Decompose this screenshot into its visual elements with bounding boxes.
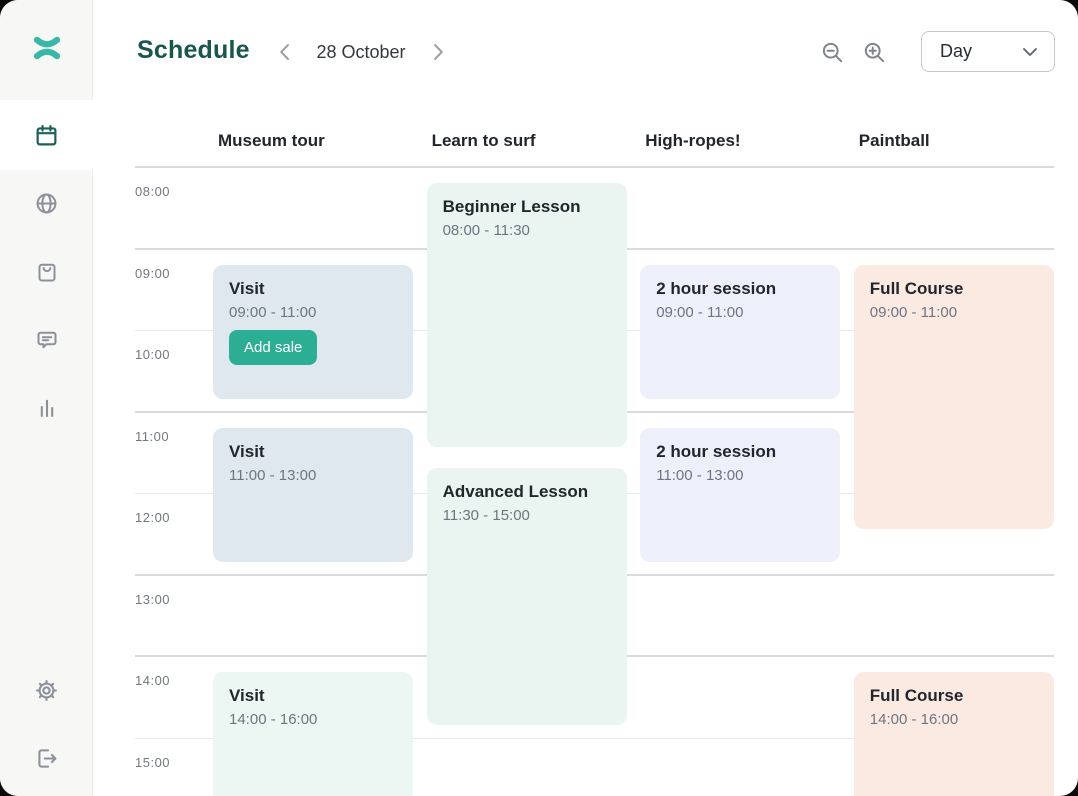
event-time: 14:00 - 16:00 — [869, 711, 959, 728]
event-title: Visit — [229, 278, 265, 298]
event-title: Visit — [229, 686, 265, 705]
magnifier-plus-icon — [862, 40, 888, 65]
brand-logo-icon — [0, 33, 93, 63]
gridline — [135, 737, 1054, 739]
zoom-in-button[interactable] — [862, 39, 888, 65]
event-time: 11:00 - 13:00 — [229, 466, 317, 484]
event-time: 09:00 - 11:00 — [656, 303, 744, 321]
column-header: High-ropes! — [645, 131, 741, 150]
column-header: Museum tour — [218, 131, 325, 150]
sidebar-item-schedule[interactable] — [0, 100, 93, 170]
time-label: 08:00 — [135, 184, 171, 199]
chevron-right-icon — [433, 43, 444, 61]
zoom-out-button[interactable] — [820, 39, 846, 65]
previous-day-button[interactable] — [279, 43, 290, 61]
chat-icon — [35, 328, 59, 352]
globe-icon — [34, 191, 59, 216]
logout-icon — [34, 746, 59, 771]
sidebar-item-settings[interactable] — [0, 655, 93, 725]
event-time: 08:00 - 11:30 — [442, 222, 530, 239]
sidebar-item-orders[interactable] — [0, 236, 93, 306]
event-card[interactable]: 2 hour session 11:00 - 13:00 — [640, 427, 841, 562]
event-title: Beginner Lesson — [442, 197, 581, 216]
event-time: 09:00 - 11:00 — [229, 303, 317, 321]
column-header: Paintball — [858, 131, 930, 150]
event-title: Full Course — [869, 686, 964, 705]
time-label: 12:00 — [135, 510, 171, 525]
sidebar-item-logout[interactable] — [0, 723, 93, 793]
event-time: 11:30 - 15:00 — [442, 507, 530, 525]
event-title: 2 hour session — [656, 441, 777, 461]
time-label: 13:00 — [135, 591, 171, 607]
event-time: 14:00 - 16:00 — [229, 711, 318, 728]
time-label: 14:00 — [135, 673, 171, 688]
event-card[interactable]: Visit 14:00 - 16:00 — [213, 672, 413, 796]
gridline — [135, 166, 1054, 168]
event-title: 2 hour session — [656, 278, 777, 298]
add-sale-button[interactable]: Add sale — [229, 329, 318, 365]
time-label: 09:00 — [135, 265, 171, 281]
view-select[interactable]: Day — [921, 31, 1055, 72]
sidebar — [0, 0, 93, 796]
time-label: 10:00 — [135, 347, 171, 362]
sidebar-item-messages[interactable] — [0, 305, 93, 375]
event-card[interactable]: Full Course 09:00 - 11:00 — [853, 264, 1054, 529]
main-content: Schedule 28 October — [93, 0, 1078, 796]
chevron-down-icon — [1022, 47, 1038, 57]
gear-icon — [34, 678, 59, 703]
event-card[interactable]: Full Course 14:00 - 16:00 — [853, 672, 1054, 796]
event-card[interactable]: Visit 11:00 - 13:00 — [213, 427, 413, 562]
time-label: 11:00 — [135, 428, 170, 444]
event-title: Advanced Lesson — [442, 482, 589, 502]
chevron-left-icon — [279, 43, 290, 61]
event-time: 11:00 - 13:00 — [656, 466, 744, 484]
shopping-bag-icon — [35, 259, 59, 283]
event-title: Full Course — [869, 278, 964, 298]
schedule-grid: 08:00 09:00 10:00 11:00 12:00 13:00 14:00 15:00… — [93, 0, 1078, 796]
current-date-label: 28 October — [316, 42, 406, 62]
next-day-button[interactable] — [433, 43, 444, 61]
magnifier-minus-icon — [820, 40, 846, 65]
event-time: 09:00 - 11:00 — [869, 303, 958, 321]
event-card[interactable]: Beginner Lesson 08:00 - 11:30 — [426, 183, 627, 448]
view-select-value: Day — [940, 41, 973, 61]
sidebar-item-reports[interactable] — [0, 373, 93, 443]
event-title: Visit — [229, 441, 265, 461]
sidebar-item-web[interactable] — [0, 168, 93, 238]
event-card[interactable]: 2 hour session 09:00 - 11:00 — [640, 264, 841, 399]
column-header: Learn to surf — [431, 131, 536, 150]
event-card[interactable]: Advanced Lesson 11:30 - 15:00 — [426, 468, 627, 725]
calendar-icon — [34, 123, 59, 148]
bar-chart-icon — [35, 396, 59, 420]
event-card[interactable]: Visit 09:00 - 11:00 Add sale — [213, 264, 413, 399]
page-title: Schedule — [137, 36, 250, 64]
time-label: 15:00 — [135, 754, 171, 770]
